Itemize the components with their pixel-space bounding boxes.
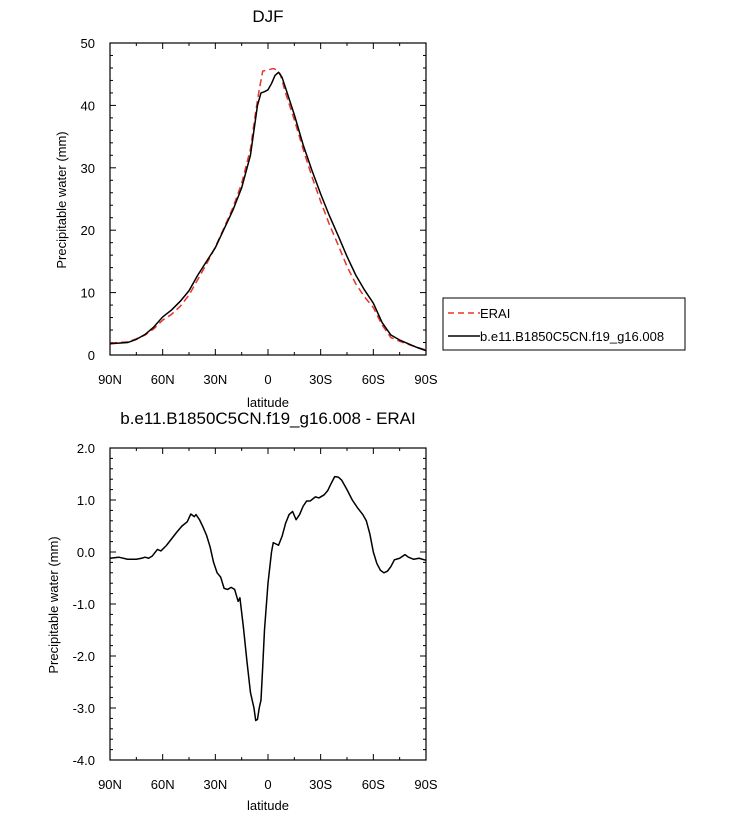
top-y-tick-label: 50	[81, 36, 95, 51]
top-x-tick-label: 90S	[414, 372, 437, 387]
top-x-tick-label: 60N	[151, 372, 175, 387]
top-y-axis-label: Precipitable water (mm)	[54, 131, 69, 268]
bottom-y-tick-label: -2.0	[73, 649, 95, 664]
bottom-y-tick-label: 1.0	[77, 493, 95, 508]
top-y-tick-label: 30	[81, 161, 95, 176]
top-x-tick-label: 90N	[98, 372, 122, 387]
bottom-series-line-model	[109, 475, 427, 722]
bottom-panel: b.e11.B1850C5CN.f19_g16.008 - ERAI Preci…	[46, 409, 438, 813]
top-x-tick-label: 30S	[309, 372, 332, 387]
bottom-plot-area: 90N 60N 30N 0 30S 60S 90S -4.0 -3.0 -2.0 -1.0 0.0 1.…	[73, 441, 438, 792]
top-x-axis-label: latitude	[247, 395, 289, 410]
legend-erai-label: ERAI	[480, 306, 510, 321]
bottom-y-tick-label: 2.0	[77, 441, 95, 456]
bottom-y-tick-label: -4.0	[73, 753, 95, 768]
top-chart-title: DJF	[252, 7, 283, 26]
bottom-y-tick-label: -3.0	[73, 701, 95, 716]
bottom-y-tick-label: -1.0	[73, 597, 95, 612]
bottom-chart-title: b.e11.B1850C5CN.f19_g16.008 - ERAI	[120, 409, 416, 428]
legend-model-label: b.e11.B1850C5CN.f19_g16.008	[480, 329, 664, 344]
bottom-plot-frame	[109, 447, 427, 761]
top-x-tick-label: 0	[264, 372, 271, 387]
legend: ERAI b.e11.B1850C5CN.f19_g16.008	[442, 297, 686, 351]
top-series-line-model	[109, 71, 427, 352]
bottom-y-tick-label: 0.0	[77, 545, 95, 560]
top-panel: DJF Precipitable water (mm) latitude 90N…	[54, 7, 438, 410]
top-y-tick-label: 10	[81, 286, 95, 301]
bottom-x-tick-label: 0	[264, 777, 271, 792]
bottom-x-tick-label: 90N	[98, 777, 122, 792]
legend-box	[442, 297, 686, 351]
bottom-y-axis-label: Precipitable water (mm)	[46, 536, 61, 673]
bottom-x-tick-label: 30S	[309, 777, 332, 792]
top-x-tick-label: 30N	[203, 372, 227, 387]
top-y-tick-label: 0	[88, 348, 95, 363]
top-y-tick-label: 40	[81, 98, 95, 113]
bottom-x-tick-label: 90S	[414, 777, 437, 792]
bottom-x-axis-label: latitude	[247, 798, 289, 813]
top-series-line-erai	[109, 67, 427, 351]
top-plot-area: 90N 60N 30N 0 30S 60S 90S 0 10 20 30 40 50	[81, 36, 438, 387]
bottom-x-tick-label: 60S	[362, 777, 385, 792]
top-x-tick-label: 60S	[362, 372, 385, 387]
bottom-x-tick-label: 60N	[151, 777, 175, 792]
bottom-x-tick-label: 30N	[203, 777, 227, 792]
top-y-tick-label: 20	[81, 223, 95, 238]
